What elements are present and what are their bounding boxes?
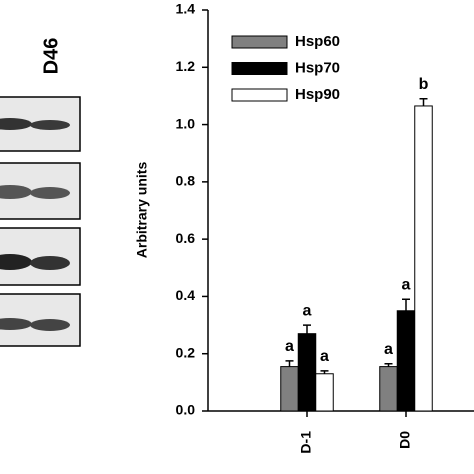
- legend-label: Hsp70: [295, 59, 340, 76]
- bar: [414, 105, 433, 412]
- blot-band: [0, 254, 32, 270]
- y-tick-label: 0.8: [176, 173, 196, 189]
- y-axis-label: Arbitrary units: [134, 162, 150, 259]
- significance-letter: a: [303, 302, 312, 319]
- blot-band: [0, 185, 32, 199]
- x-tick-label: D0: [397, 431, 413, 449]
- legend-label: Hsp90: [295, 86, 340, 103]
- western-blot: D46: [0, 38, 81, 347]
- lane-label: D46: [40, 38, 62, 75]
- error-bar: [419, 98, 428, 106]
- y-tick-label: 0.4: [176, 287, 196, 303]
- y-tick-label: 0.6: [176, 230, 196, 246]
- y-tick-label: 1.4: [176, 1, 196, 17]
- error-bar: [303, 324, 311, 334]
- significance-letter: a: [384, 341, 393, 358]
- legend-label: Hsp60: [295, 33, 340, 50]
- bar: [379, 366, 398, 412]
- error-bar: [285, 360, 294, 367]
- blot-band: [30, 256, 70, 270]
- significance-letter: a: [320, 348, 329, 365]
- blot-band: [30, 187, 70, 199]
- bar: [297, 333, 317, 412]
- legend-swatch: [231, 88, 288, 102]
- y-tick-label: 1.2: [176, 58, 196, 74]
- error-bar: [402, 298, 410, 311]
- significance-letter: a: [285, 338, 294, 355]
- legend-swatch: [231, 62, 288, 75]
- blot-band: [30, 120, 70, 130]
- bar: [315, 373, 334, 412]
- legend-swatch: [231, 35, 288, 49]
- y-tick-label: 0.0: [176, 402, 196, 418]
- blot-band: [30, 319, 70, 331]
- blot-band: [0, 118, 32, 130]
- y-tick-label: 1.0: [176, 115, 196, 131]
- x-tick-label: D-1: [298, 431, 314, 454]
- blot-band: [0, 318, 32, 330]
- plot: 0.00.20.40.60.81.01.21.4D-1aaaD0aabbHsp6…: [176, 1, 474, 454]
- error-bar: [384, 362, 393, 367]
- significance-letter: b: [419, 76, 429, 93]
- bar: [280, 366, 299, 412]
- significance-letter: a: [402, 277, 411, 294]
- y-tick-label: 0.2: [176, 344, 196, 360]
- bar: [396, 310, 416, 412]
- error-bar: [320, 370, 329, 374]
